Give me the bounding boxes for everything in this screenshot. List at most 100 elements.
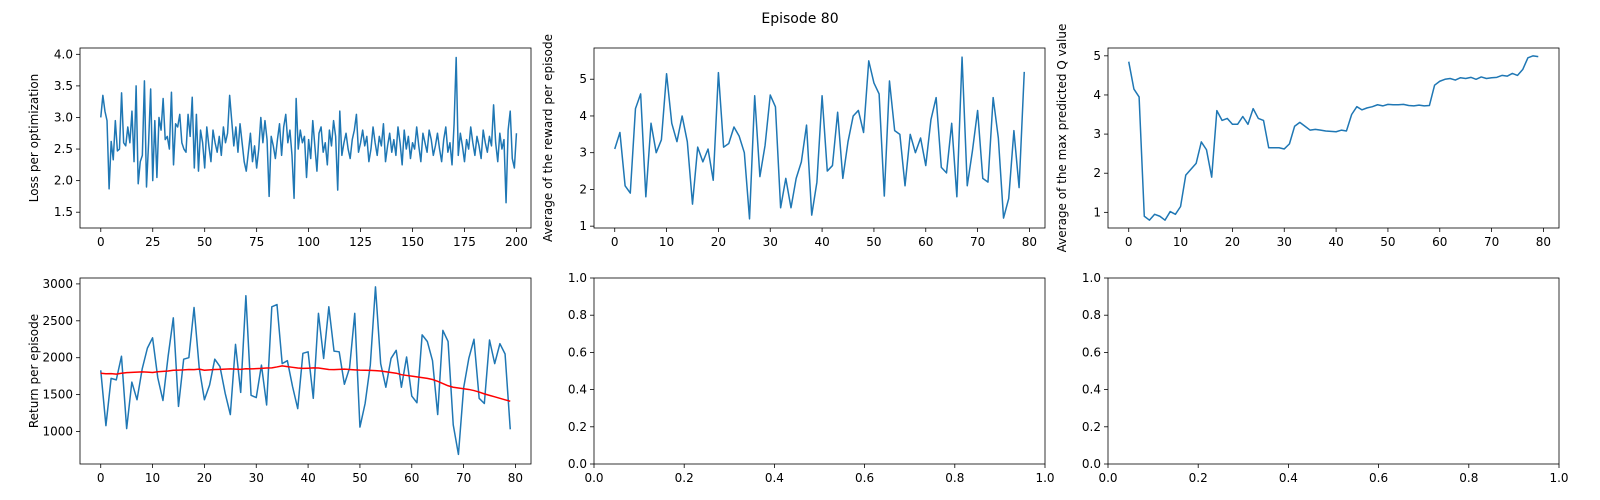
y-tick-label-return: 2500: [42, 314, 73, 328]
y-tick-label-loss: 3.5: [54, 79, 73, 93]
axes-frame-empty1: [593, 277, 1046, 465]
x-tick-label-qvalue: 60: [1432, 235, 1447, 249]
x-tick-label-qvalue: 50: [1380, 235, 1395, 249]
x-tick-label-reward: 10: [659, 235, 674, 249]
series-line-reward-0: [614, 56, 1026, 220]
subplot-empty1: 0.0 0.2 0.4 0.6 0.8 1.0 0.0 0.2 0.4 0.6 0.8 1.0: [568, 271, 1055, 485]
x-tick-label-return: 10: [145, 471, 160, 485]
y-tick-label-qvalue: 5: [1093, 49, 1101, 63]
y-tick-label-empty2: 0.4: [1082, 383, 1101, 397]
x-tick-label-loss: 50: [197, 235, 212, 249]
x-tick-label-empty2: 0.2: [1189, 471, 1208, 485]
x-tick-label-return: 40: [300, 471, 315, 485]
y-tick-label-empty1: 0.0: [568, 457, 587, 471]
y-axis-label-loss: Loss per optimization: [27, 74, 41, 203]
x-tick-label-loss: 200: [505, 235, 528, 249]
x-tick-label-reward: 20: [711, 235, 726, 249]
y-tick-label-empty2: 1.0: [1082, 271, 1101, 285]
x-tick-label-loss: 150: [401, 235, 424, 249]
y-tick-label-reward: 1: [579, 219, 587, 233]
x-tick-label-empty1: 0.4: [765, 471, 784, 485]
y-tick-label-qvalue: 1: [1093, 205, 1101, 219]
series-line-loss-0: [100, 56, 518, 204]
x-tick-label-empty1: 0.2: [675, 471, 694, 485]
series-line-return-0: [99, 286, 512, 456]
x-tick-label-empty2: 0.8: [1459, 471, 1478, 485]
y-tick-label-empty1: 1.0: [568, 271, 587, 285]
y-axis-label-return: Return per episode: [27, 314, 41, 428]
x-tick-label-qvalue: 10: [1173, 235, 1188, 249]
axes-frame-return: [79, 277, 532, 465]
y-tick-label-qvalue: 2: [1093, 166, 1101, 180]
y-tick-label-empty2: 0.8: [1082, 308, 1101, 322]
x-tick-label-loss: 25: [145, 235, 160, 249]
x-tick-label-return: 20: [197, 471, 212, 485]
y-tick-label-loss: 3.0: [54, 110, 73, 124]
x-tick-label-return: 30: [249, 471, 264, 485]
x-tick-label-return: 50: [352, 471, 367, 485]
y-tick-label-qvalue: 4: [1093, 88, 1101, 102]
y-tick-label-empty2: 0.0: [1082, 457, 1101, 471]
y-axis-label-reward: Average of the reward per episode: [541, 34, 555, 242]
y-tick-label-reward: 3: [579, 146, 587, 160]
x-tick-label-reward: 0: [611, 235, 619, 249]
x-tick-label-loss: 75: [249, 235, 264, 249]
x-tick-label-loss: 125: [349, 235, 372, 249]
x-tick-label-qvalue: 30: [1277, 235, 1292, 249]
series-line-return-1: [100, 365, 511, 402]
y-tick-label-return: 1000: [42, 425, 73, 439]
y-tick-label-return: 2000: [42, 351, 73, 365]
y-tick-label-return: 3000: [42, 277, 73, 291]
x-tick-label-loss: 100: [297, 235, 320, 249]
y-tick-label-empty1: 0.2: [568, 420, 587, 434]
subplot-empty2: 0.0 0.2 0.4 0.6 0.8 1.0 0.0 0.2 0.4 0.6 0.8 1.0: [1082, 271, 1569, 485]
x-tick-label-return: 80: [508, 471, 523, 485]
y-tick-label-empty1: 0.4: [568, 383, 587, 397]
axes-frame-qvalue: [1107, 47, 1560, 229]
y-tick-label-return: 1500: [42, 388, 73, 402]
x-tick-label-qvalue: 70: [1484, 235, 1499, 249]
chart-layer: 0 25 50 75 100 125 150 175 2001.52.02.53.03.54.0…: [27, 24, 1569, 485]
y-tick-label-reward: 5: [579, 72, 587, 86]
x-tick-label-empty1: 1.0: [1035, 471, 1054, 485]
x-tick-label-return: 0: [97, 471, 105, 485]
y-tick-label-loss: 2.5: [54, 142, 73, 156]
x-tick-label-reward: 70: [970, 235, 985, 249]
x-tick-label-empty2: 0.4: [1279, 471, 1298, 485]
x-tick-label-return: 70: [456, 471, 471, 485]
x-tick-label-empty1: 0.0: [584, 471, 603, 485]
figure-suptitle: Episode 80: [761, 11, 838, 27]
y-tick-label-reward: 4: [579, 109, 587, 123]
y-tick-label-empty2: 0.2: [1082, 420, 1101, 434]
x-tick-label-qvalue: 20: [1225, 235, 1240, 249]
y-tick-label-loss: 2.0: [54, 174, 73, 188]
subplot-return: 0 10 20 30 40 50 60 70 80 1000 1500 2000 2500 3000 Ret…: [27, 277, 532, 485]
x-tick-label-qvalue: 40: [1328, 235, 1343, 249]
x-tick-label-loss: 175: [453, 235, 476, 249]
y-tick-label-qvalue: 3: [1093, 127, 1101, 141]
subplot-loss: 0 25 50 75 100 125 150 175 200 1.5 2.0 2.5 3.0 3.5 4.0…: [27, 47, 532, 249]
axes-frame-empty2: [1107, 277, 1560, 465]
y-axis-label-qvalue: Average of the max predicted Q value: [1055, 24, 1069, 253]
y-tick-label-empty2: 0.6: [1082, 345, 1101, 359]
axes-frame-loss: [79, 47, 532, 229]
axes-frame-reward: [593, 47, 1046, 229]
x-tick-label-reward: 60: [918, 235, 933, 249]
subplot-qvalue: 0 10 20 30 40 50 60 70 80 1 2 3 4 5 Average of the max…: [1055, 24, 1560, 253]
x-tick-label-empty1: 0.6: [855, 471, 874, 485]
x-tick-label-qvalue: 80: [1536, 235, 1551, 249]
x-tick-label-reward: 80: [1022, 235, 1037, 249]
x-tick-label-reward: 40: [814, 235, 829, 249]
subplot-reward: 0 10 20 30 40 50 60 70 80 1 2 3 4 5 Average of the rew…: [541, 34, 1046, 249]
x-tick-label-reward: 50: [866, 235, 881, 249]
x-tick-label-reward: 30: [763, 235, 778, 249]
x-tick-label-empty1: 0.8: [945, 471, 964, 485]
x-tick-label-empty2: 1.0: [1549, 471, 1568, 485]
series-line-qvalue-0: [1128, 55, 1539, 221]
x-tick-label-empty2: 0.6: [1369, 471, 1388, 485]
y-tick-label-empty1: 0.6: [568, 345, 587, 359]
x-tick-label-return: 60: [404, 471, 419, 485]
x-tick-label-empty2: 0.0: [1098, 471, 1117, 485]
